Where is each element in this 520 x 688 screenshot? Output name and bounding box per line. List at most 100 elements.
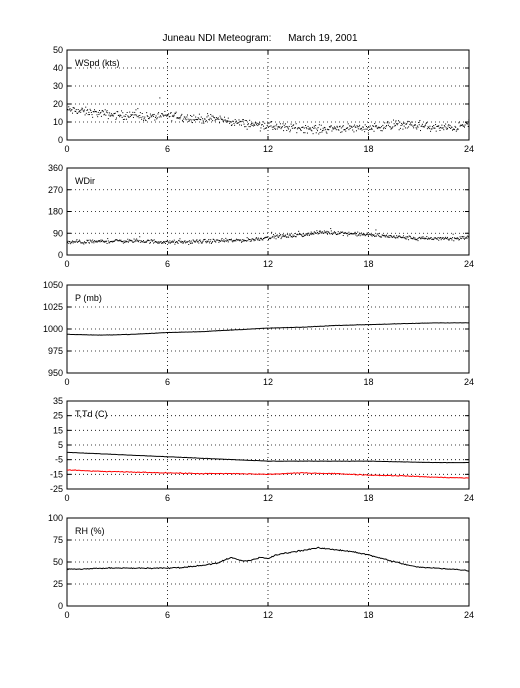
wdir-point bbox=[328, 232, 330, 234]
wspd-point bbox=[197, 117, 199, 119]
wdir-point bbox=[185, 241, 187, 243]
wdir-point bbox=[229, 238, 231, 240]
wdir-point bbox=[295, 236, 297, 238]
wspd-point bbox=[389, 126, 391, 128]
wdir-point bbox=[309, 233, 311, 235]
wspd-point bbox=[76, 112, 78, 114]
wspd-point bbox=[381, 126, 383, 128]
wspd-point bbox=[163, 114, 165, 116]
wdir-point bbox=[231, 240, 233, 242]
wspd-point bbox=[208, 119, 210, 121]
wdir-point bbox=[422, 236, 424, 238]
wdir-point bbox=[227, 240, 229, 242]
wdir-point bbox=[342, 235, 344, 237]
wspd-point bbox=[246, 128, 248, 130]
wspd-point bbox=[285, 126, 287, 127]
wspd-point bbox=[419, 119, 421, 121]
wdir-point bbox=[79, 240, 81, 242]
panel-temp: 0 6 12 18 24 -25 -15 -5 5 15 25 35 T,Td (C) bbox=[50, 396, 474, 503]
wdir-point bbox=[252, 238, 254, 240]
wspd-point bbox=[144, 119, 146, 121]
wspd-point bbox=[85, 106, 87, 108]
wspd-point bbox=[193, 119, 195, 121]
wdir-point bbox=[347, 235, 349, 237]
wdir-xtick-label: 0 bbox=[64, 259, 69, 269]
wspd-point bbox=[154, 117, 156, 119]
wspd-point bbox=[282, 123, 284, 125]
wdir-point bbox=[321, 231, 323, 233]
wdir-point bbox=[111, 240, 113, 242]
wspd-point bbox=[202, 120, 204, 122]
wspd-point bbox=[176, 117, 178, 119]
wdir-point bbox=[284, 235, 286, 237]
wdir-point bbox=[384, 235, 386, 237]
wdir-point bbox=[332, 233, 334, 235]
wdir-point bbox=[254, 239, 256, 241]
wdir-point bbox=[301, 236, 303, 238]
wdir-point bbox=[335, 233, 337, 235]
wspd-point bbox=[351, 126, 353, 128]
wspd-point bbox=[315, 124, 317, 126]
wdir-point bbox=[99, 241, 101, 243]
wdir-point bbox=[271, 236, 273, 238]
wdir-point bbox=[411, 238, 413, 240]
wdir-point bbox=[302, 233, 304, 235]
wspd-point bbox=[375, 125, 377, 127]
wspd-point bbox=[291, 126, 293, 128]
wdir-point bbox=[344, 231, 346, 233]
wdir-point bbox=[247, 238, 249, 240]
wdir-point bbox=[134, 239, 136, 241]
wspd-point bbox=[97, 111, 99, 113]
wdir-point bbox=[228, 239, 230, 241]
wspd-point bbox=[374, 123, 376, 125]
wdir-series-0 bbox=[67, 228, 470, 245]
rh-series-0 bbox=[66, 546, 470, 572]
wdir-point bbox=[381, 236, 383, 238]
wspd-point bbox=[357, 126, 359, 128]
wspd-point bbox=[266, 127, 268, 129]
wdir-point bbox=[446, 238, 448, 240]
wdir-point bbox=[398, 235, 400, 237]
wdir-point bbox=[184, 240, 186, 242]
wdir-point bbox=[104, 241, 106, 243]
wspd-point bbox=[206, 116, 208, 118]
wdir-point bbox=[248, 238, 250, 240]
wspd-point bbox=[296, 132, 298, 134]
wdir-point bbox=[399, 235, 401, 237]
wspd-point bbox=[93, 111, 95, 113]
wdir-point bbox=[235, 238, 237, 240]
pres-xtick-label: 18 bbox=[363, 377, 373, 387]
wspd-point bbox=[115, 117, 117, 119]
wdir-point bbox=[139, 241, 141, 243]
wspd-point bbox=[234, 119, 236, 121]
wspd-point bbox=[213, 117, 215, 119]
wspd-point bbox=[441, 124, 443, 126]
wdir-point bbox=[286, 236, 288, 238]
wdir-point bbox=[460, 238, 462, 240]
wspd-point bbox=[90, 110, 92, 112]
wspd-point bbox=[110, 114, 112, 116]
wspd-point bbox=[297, 127, 299, 129]
wspd-point bbox=[80, 111, 82, 113]
wdir-point bbox=[247, 240, 249, 242]
wdir-point bbox=[160, 241, 162, 243]
wspd-point bbox=[293, 124, 295, 126]
wdir-point bbox=[199, 239, 201, 241]
wdir-point bbox=[213, 239, 215, 241]
wdir-point bbox=[420, 238, 422, 240]
wspd-point bbox=[119, 116, 121, 118]
wspd-point bbox=[460, 124, 462, 126]
wspd-point bbox=[314, 127, 316, 129]
wspd-point bbox=[84, 114, 86, 116]
wspd-point bbox=[124, 118, 126, 120]
wdir-point bbox=[428, 238, 430, 240]
wspd-point bbox=[194, 119, 196, 121]
wdir-point bbox=[335, 232, 337, 234]
wdir-point bbox=[292, 234, 294, 236]
wspd-point bbox=[413, 127, 415, 129]
wdir-point bbox=[461, 236, 463, 238]
wdir-point bbox=[296, 233, 298, 235]
wdir-point bbox=[343, 232, 345, 234]
wspd-point bbox=[440, 126, 442, 128]
wspd-point bbox=[368, 126, 370, 128]
